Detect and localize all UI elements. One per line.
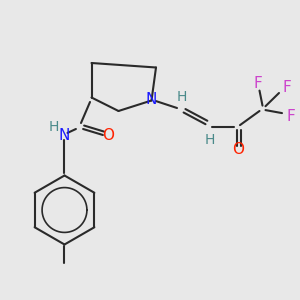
Text: N: N <box>146 92 157 107</box>
Text: H: H <box>48 120 59 134</box>
Text: F: F <box>286 109 295 124</box>
Text: O: O <box>232 142 244 157</box>
Text: O: O <box>102 128 114 142</box>
Text: F: F <box>282 80 291 95</box>
Text: F: F <box>254 76 262 92</box>
Text: H: H <box>176 90 187 104</box>
Text: N: N <box>59 128 70 143</box>
Text: H: H <box>205 133 215 147</box>
